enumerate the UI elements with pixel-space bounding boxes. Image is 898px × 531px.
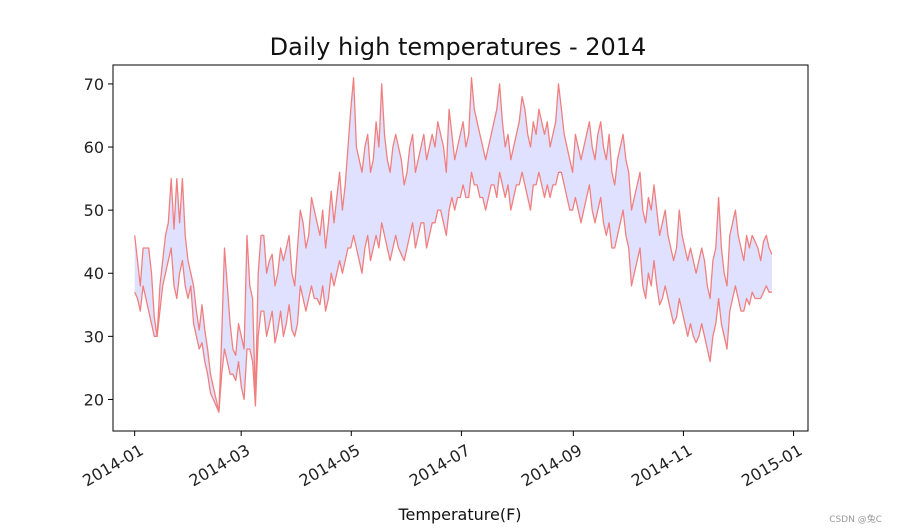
watermark: CSDN @兔C [829, 515, 882, 525]
y-tick-label: 50 [84, 201, 104, 220]
x-axis-label: Temperature(F) [397, 505, 521, 524]
x-tick-label: 2015-01 [738, 440, 805, 490]
y-tick-label: 40 [84, 264, 104, 283]
plot-frame [112, 64, 809, 432]
x-tick-label: 2014-11 [628, 440, 695, 490]
x-tick-label: 2014-03 [186, 440, 253, 490]
x-tick-label: 2014-01 [79, 440, 146, 490]
high-temperature-line [134, 76, 773, 413]
plot-area [134, 76, 773, 413]
y-tick-label: 60 [84, 138, 104, 157]
y-axis: 20 30 40 50 60 70 [84, 75, 113, 409]
y-tick-label: 70 [84, 75, 104, 94]
x-tick-label: 2014-07 [406, 440, 473, 490]
y-tick-label: 20 [84, 390, 104, 409]
x-axis: 2014-01 2014-03 2014-05 2014-07 2014-09 2014-… [79, 431, 806, 490]
x-tick-label: 2014-05 [296, 440, 363, 490]
x-tick-label: 2014-09 [518, 440, 585, 490]
chart-title: Daily high temperatures - 2014 [270, 33, 647, 61]
y-tick-label: 30 [84, 327, 104, 346]
low-temperature-line [134, 171, 772, 413]
temperature-fill-band [134, 77, 772, 413]
